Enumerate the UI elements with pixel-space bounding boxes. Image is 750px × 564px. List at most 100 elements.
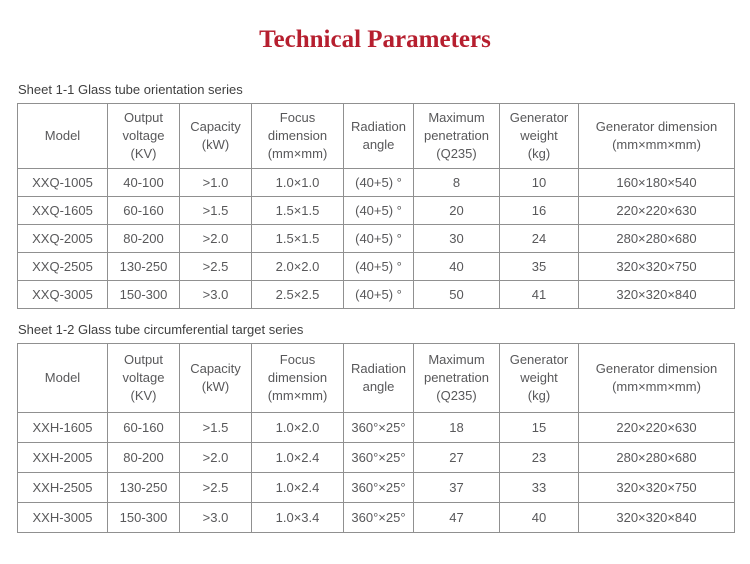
table-cell: 280×280×680 <box>578 224 735 253</box>
column-header: Focus dimension (mm×mm) <box>251 343 344 413</box>
table-row: XXQ-1605 60-160 >1.5 1.5×1.5 (40+5) ° 20 16 220… <box>17 196 735 225</box>
table-cell: 130-250 <box>107 472 180 503</box>
model-cell: XXQ-1605 <box>17 196 108 225</box>
column-header: Radiation angle <box>343 103 414 169</box>
column-header: Generator weight (kg) <box>499 343 579 413</box>
column-header: Maximum penetration (Q235) <box>413 343 500 413</box>
table-cell: >2.5 <box>179 472 252 503</box>
table-cell: 150-300 <box>107 502 180 533</box>
table-cell: (40+5) ° <box>343 168 414 197</box>
header-row: Model Output voltage (KV) Capacity (kW) Foc… <box>17 103 735 169</box>
table-row: XXQ-1005 40-100 >1.0 1.0×1.0 (40+5) ° 8 10 160×… <box>17 168 735 197</box>
table-cell: 1.5×1.5 <box>251 224 344 253</box>
table-cell: 16 <box>499 196 579 225</box>
table-cell: (40+5) ° <box>343 252 414 281</box>
table-cell: 1.0×2.4 <box>251 442 344 473</box>
column-header: Generator dimension (mm×mm×mm) <box>578 103 735 169</box>
table-cell: >1.5 <box>179 412 252 443</box>
table-cell: 40-100 <box>107 168 180 197</box>
table-cell: >3.0 <box>179 502 252 533</box>
column-header: Generator weight (kg) <box>499 103 579 169</box>
table-cell: 10 <box>499 168 579 197</box>
column-header: Focus dimension (mm×mm) <box>251 103 344 169</box>
column-header: Capacity (kW) <box>179 103 252 169</box>
table-cell: >1.5 <box>179 196 252 225</box>
model-cell: XXH-2005 <box>17 442 108 473</box>
column-header: Model <box>17 103 108 169</box>
column-header: Maximum penetration (Q235) <box>413 103 500 169</box>
table-cell: 360°×25° <box>343 442 414 473</box>
table-cell: 8 <box>413 168 500 197</box>
table-cell: 60-160 <box>107 196 180 225</box>
table-cell: 320×320×750 <box>578 472 735 503</box>
table-row: XXH-1605 60-160 >1.5 1.0×2.0 360°×25° 18 15 220… <box>17 412 735 443</box>
table-row: XXQ-2005 80-200 >2.0 1.5×1.5 (40+5) ° 30 24 280… <box>17 224 735 253</box>
model-cell: XXQ-2505 <box>17 252 108 281</box>
glass-tube-circumferential-target-series-table: Model Output voltage (KV) Capacity (kW) Foc… <box>17 343 735 533</box>
table-cell: >1.0 <box>179 168 252 197</box>
table-body: XXH-1605 60-160 >1.5 1.0×2.0 360°×25° 18 15 220… <box>17 412 735 533</box>
table-header: Model Output voltage (KV) Capacity (kW) Foc… <box>17 343 735 413</box>
table-cell: 24 <box>499 224 579 253</box>
column-header: Capacity (kW) <box>179 343 252 413</box>
column-header: Generator dimension (mm×mm×mm) <box>578 343 735 413</box>
table-cell: 50 <box>413 280 500 309</box>
sheet-1-1-caption: Sheet 1-1 Glass tube orientation series <box>18 82 243 97</box>
table-cell: (40+5) ° <box>343 196 414 225</box>
table-cell: 1.0×2.4 <box>251 472 344 503</box>
table-cell: 1.5×1.5 <box>251 196 344 225</box>
table-cell: 60-160 <box>107 412 180 443</box>
table-cell: 360°×25° <box>343 502 414 533</box>
table-row: XXQ-3005 150-300 >3.0 2.5×2.5 (40+5) ° 50 41 32… <box>17 280 735 309</box>
table-cell: >2.5 <box>179 252 252 281</box>
table-cell: 2.5×2.5 <box>251 280 344 309</box>
column-header: Output voltage (KV) <box>107 343 180 413</box>
table-row: XXH-3005 150-300 >3.0 1.0×3.4 360°×25° 47 40 32… <box>17 502 735 533</box>
page-title: Technical Parameters <box>259 26 491 53</box>
table-row: XXH-2505 130-250 >2.5 1.0×2.4 360°×25° 37 33 32… <box>17 472 735 503</box>
table-cell: 20 <box>413 196 500 225</box>
table-cell: >3.0 <box>179 280 252 309</box>
table-cell: 1.0×1.0 <box>251 168 344 197</box>
table-cell: 150-300 <box>107 280 180 309</box>
table-cell: >2.0 <box>179 224 252 253</box>
table-cell: 320×320×840 <box>578 502 735 533</box>
table-cell: 360°×25° <box>343 472 414 503</box>
model-cell: XXH-3005 <box>17 502 108 533</box>
table-cell: (40+5) ° <box>343 280 414 309</box>
table-cell: 220×220×630 <box>578 196 735 225</box>
table-cell: 47 <box>413 502 500 533</box>
table-cell: 40 <box>413 252 500 281</box>
table-cell: 41 <box>499 280 579 309</box>
table-body: XXQ-1005 40-100 >1.0 1.0×1.0 (40+5) ° 8 10 160×… <box>17 168 735 309</box>
table-cell: 1.0×2.0 <box>251 412 344 443</box>
table-row: XXQ-2505 130-250 >2.5 2.0×2.0 (40+5) ° 40 35 32… <box>17 252 735 281</box>
table-row: XXH-2005 80-200 >2.0 1.0×2.4 360°×25° 27 23 280… <box>17 442 735 473</box>
table-cell: 320×320×840 <box>578 280 735 309</box>
table-cell: 360°×25° <box>343 412 414 443</box>
table-cell: (40+5) ° <box>343 224 414 253</box>
column-header: Model <box>17 343 108 413</box>
table-cell: 33 <box>499 472 579 503</box>
glass-tube-orientation-series-table: Model Output voltage (KV) Capacity (kW) Foc… <box>17 103 735 309</box>
column-header: Output voltage (KV) <box>107 103 180 169</box>
model-cell: XXQ-3005 <box>17 280 108 309</box>
table-cell: 130-250 <box>107 252 180 281</box>
table-cell: 23 <box>499 442 579 473</box>
header-row: Model Output voltage (KV) Capacity (kW) Foc… <box>17 343 735 413</box>
table-cell: 280×280×680 <box>578 442 735 473</box>
table-cell: 1.0×3.4 <box>251 502 344 533</box>
table-cell: 37 <box>413 472 500 503</box>
table-cell: 80-200 <box>107 224 180 253</box>
table-cell: 2.0×2.0 <box>251 252 344 281</box>
model-cell: XXH-2505 <box>17 472 108 503</box>
table-cell: 220×220×630 <box>578 412 735 443</box>
column-header: Radiation angle <box>343 343 414 413</box>
table-cell: 320×320×750 <box>578 252 735 281</box>
table-cell: 35 <box>499 252 579 281</box>
table-cell: 15 <box>499 412 579 443</box>
table-cell: 40 <box>499 502 579 533</box>
sheet-1-2-caption: Sheet 1-2 Glass tube circumferential tar… <box>18 322 304 337</box>
model-cell: XXQ-1005 <box>17 168 108 197</box>
model-cell: XXQ-2005 <box>17 224 108 253</box>
